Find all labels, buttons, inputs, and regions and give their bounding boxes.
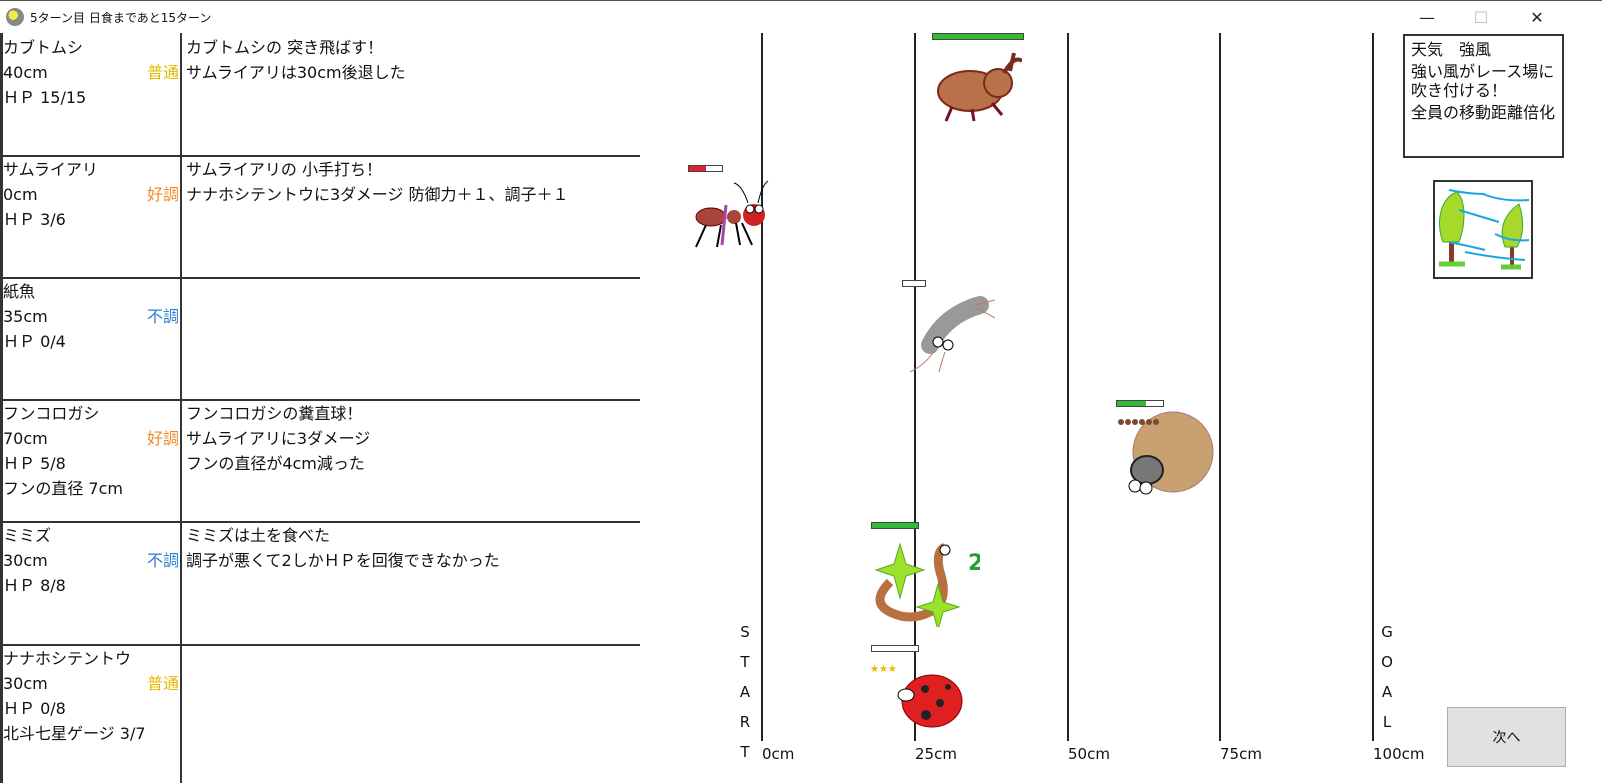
- distance-tick: 50cm: [1068, 745, 1110, 763]
- svg-text:2: 2: [968, 551, 980, 576]
- racer-name: サムライアリ: [3, 160, 98, 179]
- window-edge: [0, 33, 3, 783]
- track-line: [761, 33, 763, 741]
- racer-hp: ＨＰ 15/15: [3, 88, 87, 107]
- weather-line: 全員の移動距離倍化: [1411, 103, 1556, 122]
- weather-panel: 天気 強風 強い風がレース場に吹き付ける！ 全員の移動距離倍化: [1403, 34, 1564, 158]
- minimize-button[interactable]: —: [1419, 8, 1435, 27]
- log-line: サムライアリの 小手打ち！: [186, 160, 382, 179]
- start-letter: T: [740, 743, 750, 761]
- rhinoceros-beetle-sprite: [932, 43, 1024, 127]
- track-line: [1372, 33, 1374, 741]
- row-divider: [3, 521, 640, 523]
- dung-beetle-sprite: [1115, 410, 1215, 509]
- racer-position: 70cm: [3, 429, 48, 448]
- action-log: フンコロガシの糞直球！ サムライアリに3ダメージ フンの直径が4cm減った: [186, 401, 370, 476]
- log-line: サムライアリは30cm後退した: [186, 63, 406, 82]
- samurai-ant-sprite: [686, 175, 776, 259]
- earthworm-sprite: 2: [870, 532, 983, 632]
- log-line: 調子が悪くて2しかＨＰを回復できなかった: [186, 551, 500, 570]
- next-button[interactable]: 次へ: [1447, 707, 1566, 767]
- racer-extra: フンの直径 7cm: [3, 479, 123, 498]
- weather-line: 強い風がレース場に吹き付ける！: [1411, 62, 1555, 100]
- log-line: フンコロガシの糞直球！: [186, 404, 363, 423]
- goal-letter: O: [1381, 653, 1393, 671]
- goal-letter: A: [1381, 683, 1393, 701]
- action-log: ミミズは土を食べた調子が悪くて2しかＨＰを回復できなかった: [186, 523, 500, 573]
- racer-hp: ＨＰ 0/4: [3, 332, 66, 351]
- title-bar: 5ターン目 日食まであと15ターン — ☐ ✕: [0, 0, 1602, 33]
- hp-bar: [871, 522, 919, 529]
- condition-label: 普通: [146, 63, 179, 82]
- row-divider: [3, 155, 640, 157]
- log-line: カブトムシの 突き飛ばす！: [186, 38, 384, 57]
- racer-name: ミミズ: [3, 526, 52, 545]
- racer-extra: 北斗七星ゲージ 3/7: [3, 724, 146, 743]
- racer-info: ナナホシテントウ 30cm 普通 ＨＰ 0/8 北斗七星ゲージ 3/7: [3, 646, 179, 746]
- distance-tick: 100cm: [1373, 745, 1425, 763]
- column-divider: [180, 33, 182, 783]
- hp-bar: [932, 33, 1024, 40]
- maximize-button[interactable]: ☐: [1473, 8, 1489, 27]
- distance-tick: 75cm: [1220, 745, 1262, 763]
- racer-hp: ＨＰ 3/6: [3, 210, 66, 229]
- weather-title: 天気 強風: [1411, 40, 1492, 59]
- wind-trees-icon: [1433, 180, 1533, 279]
- track-line: [1067, 33, 1069, 741]
- log-line: サムライアリに3ダメージ: [186, 429, 371, 448]
- action-log: サムライアリの 小手打ち！ ナナホシテントウに3ダメージ 防御力＋１、調子＋１: [186, 157, 568, 207]
- track-line: [1219, 33, 1221, 741]
- start-letter: R: [739, 713, 751, 731]
- start-letter: A: [739, 683, 751, 701]
- racer-info: サムライアリ 0cm 好調 ＨＰ 3/6: [3, 157, 179, 232]
- log-line: ナナホシテントウに3ダメージ 防御力＋１、調子＋１: [186, 185, 569, 204]
- racer-position: 35cm: [3, 307, 48, 326]
- hp-bar: [871, 645, 919, 652]
- racer-info: カブトムシ 40cm 普通 ＨＰ 15/15: [3, 35, 179, 110]
- app-icon: [6, 8, 24, 26]
- row-divider: [3, 277, 640, 279]
- track-line: [914, 33, 916, 741]
- racer-info: ミミズ 30cm 不調 ＨＰ 8/8: [3, 523, 179, 598]
- hp-bar: [902, 280, 926, 287]
- row-divider: [3, 399, 640, 401]
- window-title: 5ターン目 日食まであと15ターン: [30, 10, 212, 25]
- condition-label: 不調: [146, 551, 179, 570]
- goal-letter: L: [1382, 713, 1392, 731]
- start-letter: T: [740, 653, 750, 671]
- condition-label: 普通: [146, 674, 179, 693]
- action-log: カブトムシの 突き飛ばす！ サムライアリは30cm後退した: [186, 35, 406, 85]
- racer-info: 紙魚 35cm 不調 ＨＰ 0/4: [3, 279, 179, 354]
- start-letter: S: [740, 623, 750, 641]
- svg-text:★★★: ★★★: [870, 664, 897, 675]
- ladybug-sprite: ★★★: [870, 655, 970, 744]
- racer-position: 40cm: [3, 63, 48, 82]
- racer-hp: ＨＰ 8/8: [3, 576, 66, 595]
- hp-bar: [1116, 400, 1164, 407]
- goal-letter: G: [1381, 623, 1393, 641]
- hp-bar: [688, 165, 723, 172]
- condition-label: 不調: [146, 307, 179, 326]
- racer-name: フンコロガシ: [3, 404, 100, 423]
- racer-position: 0cm: [3, 185, 38, 204]
- distance-tick: 0cm: [762, 745, 795, 763]
- racer-position: 30cm: [3, 674, 48, 693]
- silverfish-sprite: [905, 290, 996, 379]
- log-line: ミミズは土を食べた: [186, 526, 331, 545]
- distance-tick: 25cm: [915, 745, 957, 763]
- log-line: フンの直径が4cm減った: [186, 454, 365, 473]
- racer-hp: ＨＰ 5/8: [3, 454, 66, 473]
- close-button[interactable]: ✕: [1530, 8, 1544, 27]
- racer-name: ナナホシテントウ: [3, 649, 132, 668]
- racer-position: 30cm: [3, 551, 48, 570]
- racer-hp: ＨＰ 0/8: [3, 699, 66, 718]
- racer-name: 紙魚: [3, 282, 36, 301]
- racer-name: カブトムシ: [3, 38, 84, 57]
- racer-info: フンコロガシ 70cm 好調 ＨＰ 5/8 フンの直径 7cm: [3, 401, 179, 501]
- condition-label: 好調: [146, 185, 179, 204]
- row-divider: [3, 644, 640, 646]
- condition-label: 好調: [146, 429, 179, 448]
